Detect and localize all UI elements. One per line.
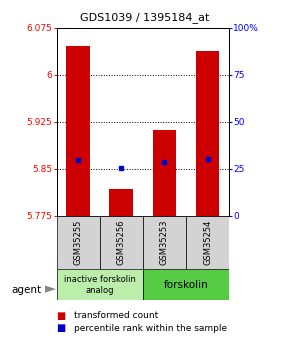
Bar <box>143 269 229 300</box>
Bar <box>153 130 176 216</box>
Polygon shape <box>45 286 56 293</box>
Text: GDS1039 / 1395184_at: GDS1039 / 1395184_at <box>80 12 210 23</box>
Text: ■: ■ <box>57 324 66 333</box>
Text: transformed count: transformed count <box>74 311 158 320</box>
Text: inactive forskolin
analog: inactive forskolin analog <box>64 275 136 295</box>
Text: GSM35255: GSM35255 <box>74 220 83 265</box>
Text: forskolin: forskolin <box>164 280 208 289</box>
Bar <box>100 216 143 269</box>
Text: GSM35256: GSM35256 <box>117 220 126 265</box>
Text: ■: ■ <box>57 311 66 321</box>
Bar <box>186 216 229 269</box>
Text: GSM35254: GSM35254 <box>203 220 212 265</box>
Text: GSM35253: GSM35253 <box>160 220 169 265</box>
Text: agent: agent <box>12 286 42 295</box>
Bar <box>109 189 133 216</box>
Bar <box>143 216 186 269</box>
Bar <box>57 216 100 269</box>
Bar <box>196 51 220 216</box>
Text: percentile rank within the sample: percentile rank within the sample <box>74 324 227 333</box>
Bar <box>66 46 90 216</box>
Bar <box>57 269 143 300</box>
